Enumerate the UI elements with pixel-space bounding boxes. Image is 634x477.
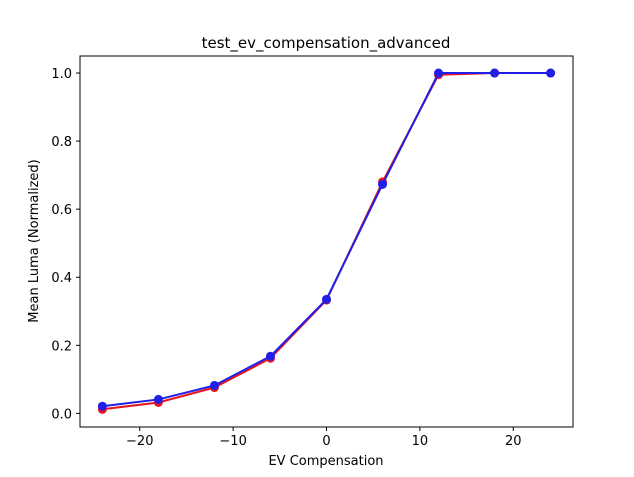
series-line bbox=[102, 72, 551, 411]
y-tick-label: 0.2 bbox=[51, 339, 72, 354]
data-point bbox=[265, 351, 275, 361]
data-point bbox=[434, 68, 444, 78]
chart-title: test_ev_compensation_advanced bbox=[202, 34, 451, 53]
data-point bbox=[322, 294, 331, 304]
y-tick-label: 0.0 bbox=[51, 407, 72, 422]
data-point bbox=[490, 68, 500, 78]
x-tick-label: −20 bbox=[126, 434, 153, 449]
data-point bbox=[153, 394, 163, 404]
x-tick-label: 0 bbox=[322, 434, 330, 449]
series-2 bbox=[97, 68, 556, 411]
y-tick-label: 0.8 bbox=[51, 135, 72, 150]
data-point bbox=[209, 380, 219, 390]
data-point bbox=[97, 401, 107, 411]
x-tick-label: 10 bbox=[412, 434, 429, 449]
data-point bbox=[546, 68, 556, 78]
y-axis-label: Mean Luma (Normalized) bbox=[27, 159, 42, 322]
y-tick-label: 0.4 bbox=[51, 271, 72, 286]
x-tick-label: 20 bbox=[505, 434, 522, 449]
data-point bbox=[378, 179, 388, 189]
y-tick-label: 1.0 bbox=[51, 67, 72, 82]
y-tick-label: 0.6 bbox=[51, 203, 72, 218]
series-1 bbox=[97, 68, 556, 414]
plot-frame bbox=[79, 55, 574, 428]
x-tick-label: −10 bbox=[219, 434, 246, 449]
x-axis-label: EV Compensation bbox=[268, 454, 383, 469]
series-line bbox=[102, 72, 551, 408]
